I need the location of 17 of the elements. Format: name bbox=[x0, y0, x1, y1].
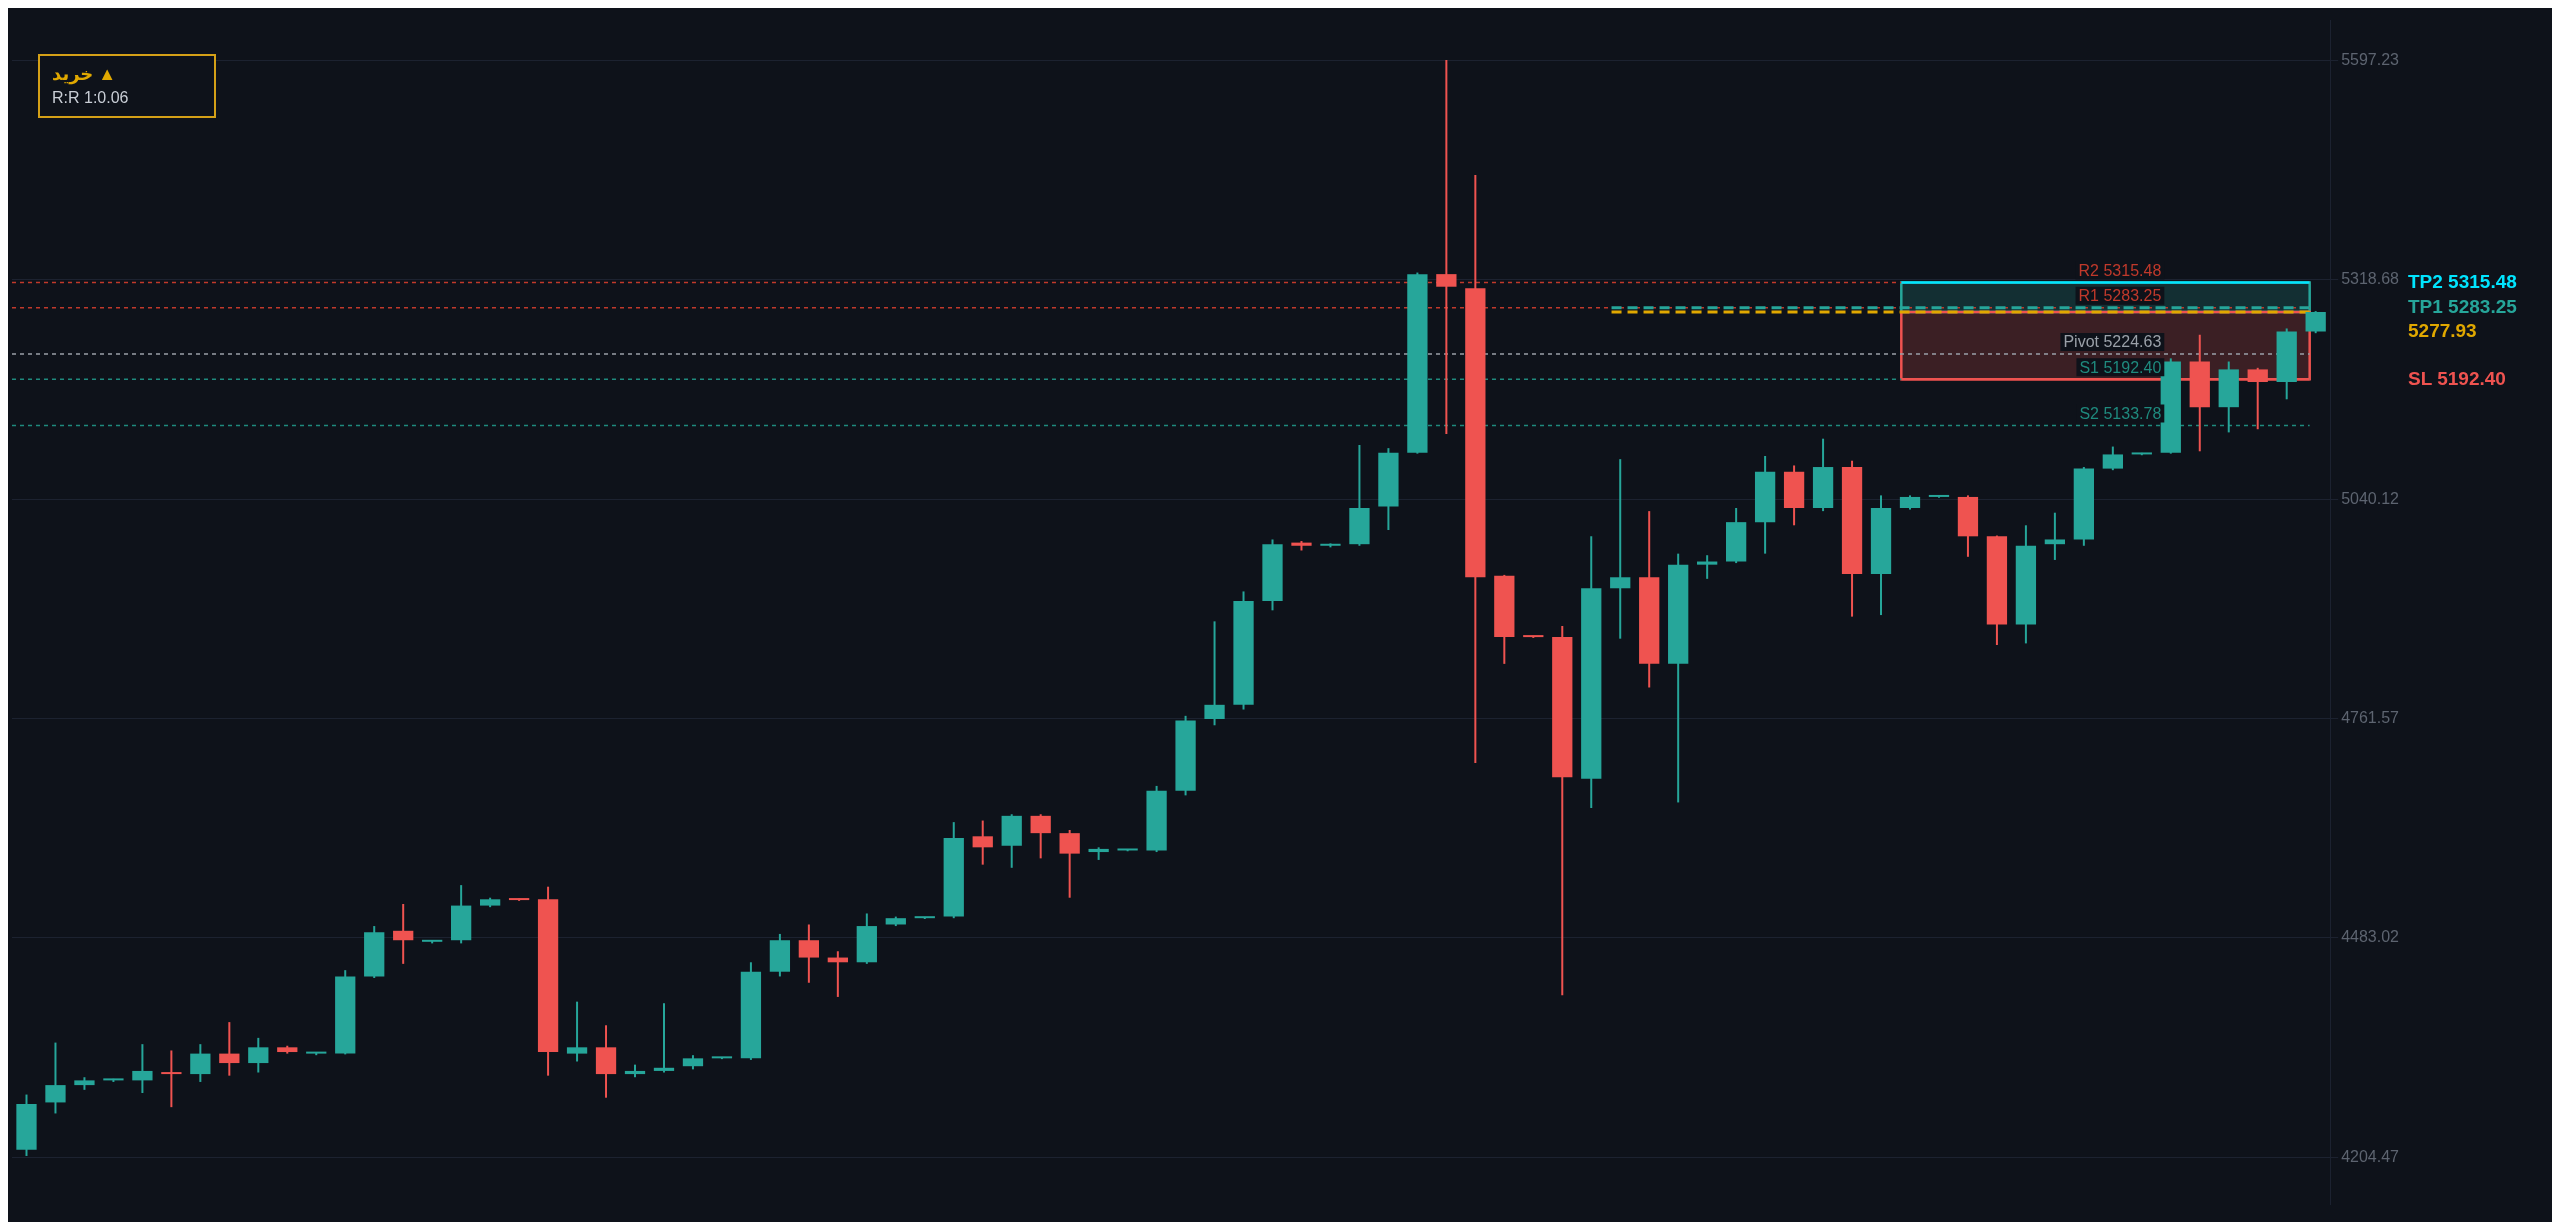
annotation: R:R 1:0.06 bbox=[52, 88, 130, 108]
annotation: خرید ▲ bbox=[52, 63, 118, 86]
ref-line-label: Pivot 5224.63 bbox=[2063, 333, 2162, 351]
ref-line-label: S2 5133.78 bbox=[2079, 404, 2162, 422]
y-tick-label: 5597.23 bbox=[2341, 50, 2400, 68]
y-tick-label: 5318.68 bbox=[2341, 270, 2400, 288]
ref-line-label: R1 5283.25 bbox=[2078, 287, 2162, 305]
ref-line-label: 5277.93 bbox=[2408, 320, 2477, 342]
ref-line-label: TP2 5315.48 bbox=[2408, 270, 2517, 292]
ref-line-label: SL 5192.40 bbox=[2408, 367, 2506, 389]
y-tick-label: 4761.57 bbox=[2341, 708, 2400, 726]
ref-line-label: TP1 5283.25 bbox=[2408, 296, 2518, 318]
y-tick-label: 4483.02 bbox=[2341, 928, 2400, 946]
ref-line-label: R2 5315.48 bbox=[2078, 261, 2162, 279]
ref-line-label: S1 5192.40 bbox=[2079, 358, 2162, 376]
y-tick-label: 5040.12 bbox=[2341, 489, 2400, 507]
y-tick-label: 4204.47 bbox=[2341, 1147, 2400, 1165]
